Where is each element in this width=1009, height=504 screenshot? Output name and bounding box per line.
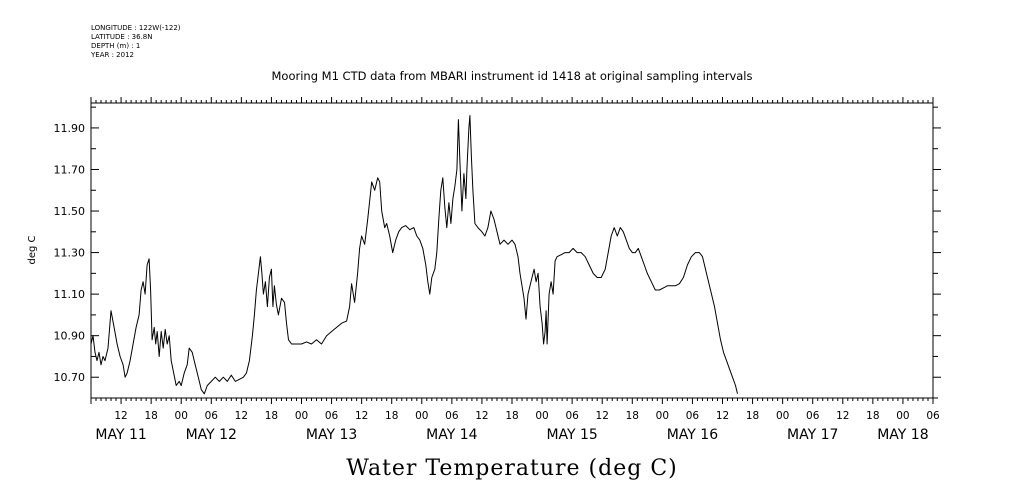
chart-title: Mooring M1 CTD data from MBARI instrumen… <box>272 69 753 83</box>
x-hour-label: 12 <box>475 410 488 422</box>
x-hour-label: 12 <box>716 410 729 422</box>
x-hour-label: 00 <box>535 410 548 422</box>
y-axis-label: deg C <box>27 235 38 264</box>
x-hour-label: 18 <box>866 410 879 422</box>
x-hour-label: 00 <box>415 410 428 422</box>
x-day-label: MAY 15 <box>546 427 597 443</box>
x-hour-label: 06 <box>806 410 820 422</box>
meta-latitude: LATITUDE : 36.8N <box>91 33 153 41</box>
x-hour-label: 00 <box>295 410 308 422</box>
axis-ticks <box>90 97 941 404</box>
y-tick-label: 11.30 <box>54 247 86 260</box>
x-day-label: MAY 13 <box>306 427 357 443</box>
x-hour-label: 12 <box>355 410 368 422</box>
y-tick-label: 11.70 <box>54 163 86 176</box>
x-hour-label: 12 <box>235 410 248 422</box>
x-hour-label: 00 <box>656 410 669 422</box>
meta-depth: DEPTH (m) : 1 <box>91 42 140 50</box>
x-hour-label: 18 <box>505 410 518 422</box>
x-hour-label: 18 <box>626 410 639 422</box>
x-hour-labels: 12 18 00 06 12 18 00 06 12 18 00 06 12 18 00 06 12 18 00 06… <box>114 410 940 422</box>
x-hour-label: 18 <box>746 410 759 422</box>
x-day-label: MAY 11 <box>95 427 146 443</box>
x-hour-label: 00 <box>896 410 909 422</box>
x-hour-label: 06 <box>205 410 219 422</box>
x-day-label: MAY 14 <box>426 427 477 443</box>
x-hour-label: 18 <box>144 410 157 422</box>
y-tick-labels: 11.90 11.70 11.50 11.30 11.10 10.90 10.70 <box>54 122 86 384</box>
x-hour-label: 06 <box>325 410 339 422</box>
x-hour-label: 00 <box>776 410 789 422</box>
x-hour-label: 06 <box>686 410 700 422</box>
x-hour-label: 06 <box>926 410 940 422</box>
x-hour-label: 18 <box>265 410 278 422</box>
y-tick-label: 10.70 <box>54 371 86 384</box>
x-hour-label: 12 <box>836 410 849 422</box>
y-tick-label: 11.90 <box>54 122 86 135</box>
x-day-label: MAY 16 <box>667 427 718 443</box>
meta-longitude: LONGITUDE : 122W(-122) <box>91 24 181 32</box>
y-tick-label: 10.90 <box>54 330 86 343</box>
data-series <box>90 115 738 395</box>
y-tick-label: 11.10 <box>54 288 86 301</box>
x-hour-label: 18 <box>385 410 398 422</box>
x-day-label: MAY 17 <box>787 427 838 443</box>
x-hour-label: 00 <box>175 410 188 422</box>
y-tick-label: 11.50 <box>54 205 86 218</box>
x-day-labels: MAY 11 MAY 12 MAY 13 MAY 14 MAY 15 MAY 16 MAY … <box>95 427 928 443</box>
x-axis-label: Water Temperature (deg C) <box>346 456 678 481</box>
x-hour-label: 12 <box>114 410 127 422</box>
x-hour-label: 06 <box>565 410 579 422</box>
x-hour-label: 06 <box>445 410 459 422</box>
x-hour-label: 12 <box>596 410 609 422</box>
x-day-label: MAY 18 <box>877 427 928 443</box>
temperature-line <box>90 115 738 395</box>
plot-frame <box>90 102 934 399</box>
meta-year: YEAR : 2012 <box>90 51 134 59</box>
x-day-label: MAY 12 <box>186 427 237 443</box>
